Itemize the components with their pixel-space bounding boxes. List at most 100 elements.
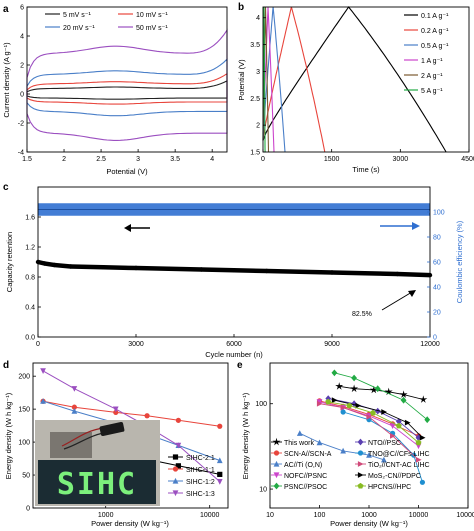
gcd-x-tick-label-0: 0 — [261, 156, 265, 163]
ragone-comparison-point-9-2 — [370, 409, 376, 416]
ragone-comparison-point-0-2 — [369, 385, 378, 394]
cv-x-tick-label-5: 4 — [210, 156, 214, 163]
cycling-plot-area — [35, 203, 433, 278]
cv-y-tick-label-3: 2 — [20, 63, 24, 70]
ragone-comparison-point-6-0 — [340, 409, 346, 415]
cv-legend: 5 mV s⁻¹ 10 mV s⁻¹ 20 mV s⁻¹ 50 mV s⁻¹ — [45, 12, 168, 32]
cv-x-tick-label-0: 1.5 — [22, 156, 32, 163]
ragone-sihc-point-3-0 — [40, 368, 46, 374]
ragone-sihc-chart: 1000 10000 0 50 100 150 200 Power density (W k… — [4, 362, 229, 528]
cycling-retention-point-3 — [68, 264, 73, 269]
cycling-y-tick-label-0: 0.0 — [25, 335, 35, 342]
gcd-legend-label-2: 0.5 A g⁻¹ — [421, 43, 449, 50]
panel-label-b: b — [238, 2, 244, 13]
ragone-sihc-point-3-5 — [216, 479, 223, 485]
cv-y-tick-label-2: 0 — [20, 92, 24, 99]
ragone-sihc-legend-label-3: SIHC-1:3 — [186, 491, 215, 498]
ragone-comparison-legend-marker-5 — [357, 438, 364, 446]
cv-legend-label-3: 50 mV s⁻¹ — [136, 25, 168, 32]
ragone-comparison-legend-label-4: PSNC//PSOC — [284, 484, 327, 491]
ragone-comparison-legend-marker-0 — [272, 437, 281, 446]
ragone-comparison-legend-label-9: HPCNS//HPC — [368, 484, 411, 491]
cycling-arrowhead-right — [412, 222, 420, 230]
ragone-comparison-legend-label-5: NTO//PSC — [368, 440, 401, 447]
cycling-y-axis-label: Capacity retention — [5, 232, 14, 292]
cv-chart: 1.5 2 2.5 3 3.5 4 -4 -2 0 2 4 6 Potential (V) Curre… — [2, 5, 228, 176]
cycling-x-tick-label-1: 3000 — [128, 341, 144, 348]
ragone-comparison-point-2-3 — [366, 452, 372, 458]
ragone-comparison-point-7-3 — [390, 433, 396, 439]
ragone-sihc-point-2-0 — [40, 398, 46, 404]
cycling-y-tick-label-2: 0.8 — [25, 275, 35, 282]
ragone-sihc-y-tick-label-1: 50 — [22, 473, 30, 480]
ragone-sihc-legend-label-0: SIHC-2:1 — [186, 455, 215, 462]
ragone-comparison-point-7-4 — [415, 457, 422, 463]
ragone-comparison-legend-label-3: NOFC//PSNC — [284, 473, 327, 480]
cycling-y-tick-label-4: 1.6 — [25, 215, 35, 222]
cycling-retention-point-8 — [231, 268, 237, 273]
ragone-comparison-point-9-1 — [346, 402, 353, 409]
ragone-comparison-x-tick-label-2: 1000 — [361, 512, 377, 519]
cycling-y-tick-label-3: 1.2 — [25, 245, 35, 252]
ragone-comparison-legend-label-1: SCN-A//SCN-A — [284, 451, 332, 458]
cycling-annotation: 82.5% — [352, 311, 372, 318]
ragone-sihc-point-1-5 — [217, 423, 223, 429]
gcd-legend-label-0: 0.1 A g⁻¹ — [421, 13, 449, 20]
ragone-comparison-point-0-0 — [335, 382, 344, 390]
cycling-retention-point-5 — [133, 265, 139, 271]
ragone-comparison-legend: This work SCN-A//SCN-A AC//Ti (O,N) NOFC… — [271, 437, 430, 491]
ragone-comparison-legend-label-8: MoS₂-CN//PDPC — [368, 473, 421, 480]
ragone-sihc-x-tick-label-1: 10000 — [200, 512, 220, 519]
ragone-sihc-y-tick-label-2: 100 — [18, 440, 30, 447]
ragone-comparison-point-8-4 — [419, 434, 426, 441]
ragone-comparison-point-7-1 — [340, 404, 347, 411]
ragone-sihc-legend-marker-3 — [172, 490, 179, 497]
cv-legend-label-1: 10 mV s⁻¹ — [136, 12, 168, 19]
ragone-sihc-legend: SIHC-2:1 SIHC-1:1 SIHC-1:2 SIHC-1:3 — [168, 454, 215, 498]
cycling-retention-point-12 — [362, 271, 367, 276]
ragone-comparison-point-4-0 — [331, 369, 338, 377]
cycling-y2-y-tick-label-0: 0 — [433, 335, 437, 342]
gcd-plot-area — [262, 6, 447, 153]
gcd-frame — [262, 6, 470, 153]
gcd-y-axis-label: Potential (V) — [237, 59, 246, 101]
ragone-comparison-point-2-4 — [381, 456, 387, 463]
cycling-retention-point-9 — [264, 268, 269, 274]
cycling-chart: 0 3000 6000 9000 12000 0.0 0.4 0.8 1.2 1.6 0 20 40 60… — [5, 186, 464, 359]
cycling-retention-point-2 — [52, 262, 57, 268]
cycling-y2-y-tick-label-4: 80 — [433, 235, 441, 242]
cycling-x-axis-label: Cycle number (n) — [205, 350, 263, 359]
cv-y-tick-label-4: 4 — [20, 34, 24, 41]
gcd-x-tick-label-2: 3000 — [393, 156, 409, 163]
ragone-sihc-point-2-5 — [216, 457, 223, 464]
ragone-comparison-point-4-3 — [400, 396, 407, 404]
cv-ticks: 1.5 2 2.5 3 3.5 4 -4 -2 0 2 4 6 — [18, 5, 214, 164]
panel-label-d: d — [3, 360, 9, 371]
led-inset-device-icon — [99, 421, 125, 437]
cycling-arrowhead-left — [124, 224, 131, 232]
ragone-comparison-point-5-4 — [415, 434, 422, 442]
gcd-y-tick-label-0: 1.5 — [250, 150, 260, 157]
cycling-annotation-arrow — [381, 291, 413, 311]
ragone-comparison-point-8-3 — [404, 419, 411, 426]
ragone-sihc-point-0-4 — [175, 463, 181, 469]
ragone-comparison-point-0-1 — [350, 384, 359, 393]
ragone-sihc-legend-label-2: SIHC-1:2 — [186, 479, 215, 486]
led-inset-board-shadow — [50, 432, 92, 458]
ragone-sihc-point-1-2 — [113, 409, 119, 416]
gcd-legend-label-1: 0.2 A g⁻¹ — [421, 28, 449, 35]
ragone-comparison-y-tick-label-0: 10 — [259, 487, 267, 494]
cv-y-tick-label-0: -4 — [18, 150, 24, 157]
cycling-retention-point-6 — [166, 266, 171, 271]
cycling-y2-y-tick-label-5: 100 — [433, 210, 445, 217]
ragone-comparison-point-4-2 — [374, 385, 381, 393]
ragone-sihc-legend-marker-0 — [172, 454, 179, 460]
ragone-comparison-legend-label-6: TNO@C//CFs LIHC — [368, 451, 430, 458]
ragone-comparison-point-9-3 — [395, 422, 402, 429]
gcd-chart: 0 1500 3000 4500 1.5 2 2.5 3 3.5 4 Time (s) Poten… — [237, 6, 474, 174]
cv-x-tick-label-4: 3.5 — [170, 156, 180, 163]
cycling-x-tick-label-2: 6000 — [226, 341, 242, 348]
cycling-retention-point-4 — [101, 265, 106, 270]
gcd-y-tick-label-5: 4 — [256, 15, 260, 22]
